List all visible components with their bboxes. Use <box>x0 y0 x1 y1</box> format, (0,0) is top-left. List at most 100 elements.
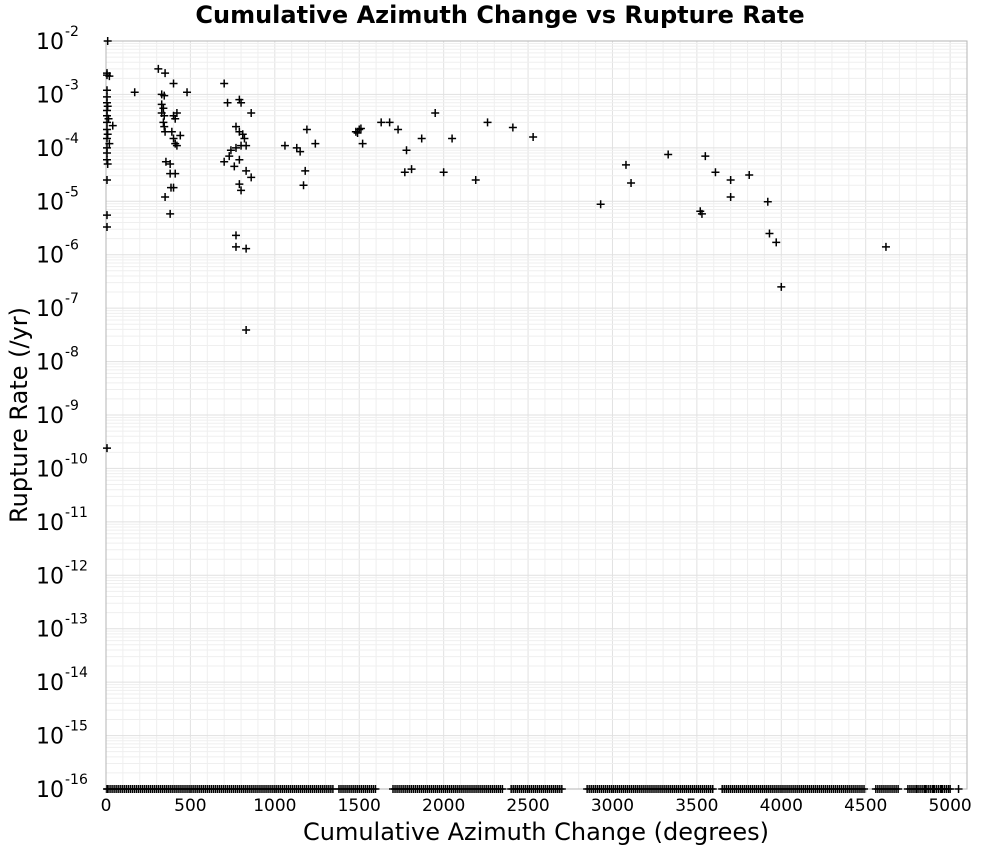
x-tick-label: 1500 <box>338 796 381 816</box>
x-tick-label: 3500 <box>675 796 718 816</box>
data-point <box>130 88 139 97</box>
data-point <box>159 104 168 113</box>
data-point <box>235 155 244 164</box>
y-tick-label: 10 -12 <box>36 558 88 589</box>
y-tick-base: 10 <box>36 297 64 322</box>
data-point <box>627 178 636 187</box>
y-tick-label: 10 -6 <box>36 238 79 269</box>
data-point <box>103 211 111 220</box>
data-point <box>231 143 240 152</box>
data-point <box>621 160 630 169</box>
data-point <box>745 171 754 180</box>
data-point <box>701 152 710 161</box>
data-point <box>172 141 181 150</box>
y-tick-base: 10 <box>36 30 64 55</box>
y-tick-exponent: -12 <box>65 558 88 574</box>
data-point <box>157 100 166 109</box>
data-point <box>160 111 169 120</box>
data-point <box>103 37 112 45</box>
data-point <box>448 134 457 143</box>
y-tick-exponent: -3 <box>65 77 79 93</box>
y-tick-base: 10 <box>36 244 64 269</box>
data-point <box>103 86 111 95</box>
data-point <box>171 169 180 178</box>
data-point <box>242 325 251 334</box>
data-point <box>237 98 246 107</box>
y-tick-base: 10 <box>36 190 64 215</box>
data-point <box>296 147 305 156</box>
floor-data-point <box>498 785 507 793</box>
y-tick-exponent: -14 <box>65 665 88 681</box>
x-tick-label: 3000 <box>591 796 634 816</box>
data-point <box>280 141 289 150</box>
data-point <box>358 139 367 148</box>
data-point <box>353 128 362 137</box>
data-point <box>402 146 411 155</box>
x-tick-label: 2000 <box>422 796 465 816</box>
y-tick-label: 10 -15 <box>36 719 88 750</box>
floor-data-point <box>954 785 963 793</box>
x-tick-label: 1000 <box>253 796 296 816</box>
y-tick-base: 10 <box>36 618 64 643</box>
data-point <box>247 108 256 117</box>
data-point <box>299 181 308 190</box>
y-tick-label: 10 -4 <box>36 131 79 162</box>
y-tick-exponent: -10 <box>65 451 88 467</box>
data-point <box>238 130 247 139</box>
data-point <box>711 168 720 177</box>
x-axis-label: Cumulative Azimuth Change (degrees) <box>303 818 769 846</box>
y-tick-exponent: -7 <box>65 291 79 307</box>
data-point <box>166 209 175 218</box>
data-point <box>529 132 538 141</box>
data-point <box>154 64 163 73</box>
x-tick-label: 5000 <box>928 796 971 816</box>
y-tick-label: 10 -14 <box>36 665 88 696</box>
y-tick-exponent: -16 <box>65 772 88 788</box>
data-point <box>104 114 113 123</box>
data-point <box>103 134 111 143</box>
data-point <box>765 229 774 238</box>
data-point <box>231 242 240 251</box>
x-tick-label: 4000 <box>760 796 803 816</box>
y-tick-exponent: -11 <box>65 505 88 521</box>
data-point <box>377 118 386 127</box>
x-tick-label: 4500 <box>844 796 887 816</box>
data-point <box>664 150 673 159</box>
data-point <box>161 69 170 78</box>
grid-lines <box>105 40 967 790</box>
y-tick-label: 10 -16 <box>36 772 88 803</box>
data-point <box>311 139 320 148</box>
data-point <box>301 166 310 175</box>
data-point <box>417 134 426 143</box>
y-tick-label: 10 -3 <box>36 77 79 108</box>
data-point <box>169 134 178 143</box>
data-point <box>223 98 232 107</box>
data-point <box>103 176 111 185</box>
y-tick-base: 10 <box>36 137 64 162</box>
data-point <box>483 118 492 127</box>
data-point <box>103 223 111 232</box>
data-point <box>169 183 178 192</box>
data-point <box>242 166 251 175</box>
data-point <box>103 444 111 453</box>
data-point <box>105 139 114 148</box>
floor-data-point <box>920 785 929 793</box>
x-tick-label: 500 <box>174 796 206 816</box>
data-point <box>407 165 416 174</box>
floor-data-point <box>708 785 717 793</box>
data-point <box>237 186 246 195</box>
data-point <box>220 79 229 88</box>
y-axis-ticks: 10-210-310-410-510-610-710-810-910 -1010-… <box>36 24 88 803</box>
y-tick-base: 10 <box>36 404 64 429</box>
data-point <box>160 122 169 131</box>
floor-data-point <box>912 785 921 793</box>
y-tick-exponent: -9 <box>65 398 79 414</box>
data-point <box>247 173 256 182</box>
data-point <box>176 131 185 140</box>
data-point <box>220 157 229 166</box>
data-point <box>231 122 240 131</box>
data-points <box>103 37 963 793</box>
y-tick-label: 10 -13 <box>36 612 88 643</box>
data-point <box>772 238 781 247</box>
